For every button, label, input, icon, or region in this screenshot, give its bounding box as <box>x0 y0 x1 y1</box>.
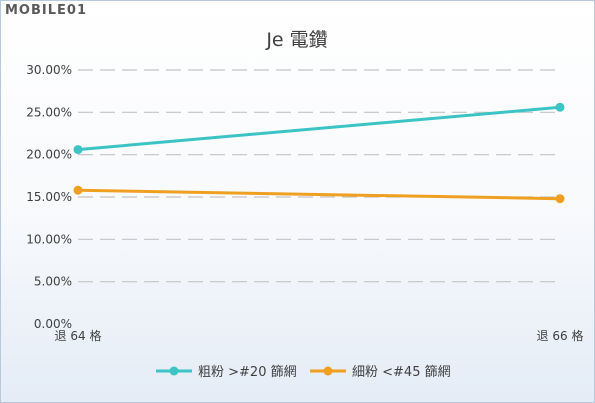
y-tick-label: 0.00% <box>34 317 72 331</box>
watermark-logo: MOBILE01 <box>5 3 87 18</box>
x-axis-ticks: 退 64 格 退 66 格 <box>55 328 584 343</box>
series-line <box>76 105 562 152</box>
data-point <box>73 185 83 195</box>
data-point <box>555 194 565 204</box>
series-group <box>73 102 565 204</box>
legend: 粗粉 >#20 篩網 細粉 <#45 篩網 <box>156 365 451 380</box>
chart-title: Je 電鑽 <box>265 29 327 51</box>
x-tick-label: 退 64 格 <box>55 328 102 343</box>
legend-swatch-marker <box>169 366 179 376</box>
data-point <box>73 145 83 155</box>
legend-swatch-marker <box>323 366 333 376</box>
y-tick-label: 25.00% <box>26 105 72 119</box>
y-tick-label: 30.00% <box>26 63 72 77</box>
gridlines <box>78 69 560 283</box>
legend-label: 粗粉 >#20 篩網 <box>198 365 297 380</box>
y-axis-ticks: 0.00% 5.00% 10.00% 15.00% 20.00% 25.00% 30.00% <box>26 63 72 331</box>
y-tick-label: 20.00% <box>26 148 72 162</box>
series-line <box>76 188 562 201</box>
y-tick-label: 15.00% <box>26 190 72 204</box>
y-tick-label: 5.00% <box>34 275 72 289</box>
legend-label: 細粉 <#45 篩網 <box>352 365 451 380</box>
y-tick-label: 10.00% <box>26 232 72 246</box>
data-point <box>555 102 565 112</box>
x-tick-label: 退 66 格 <box>537 328 584 343</box>
